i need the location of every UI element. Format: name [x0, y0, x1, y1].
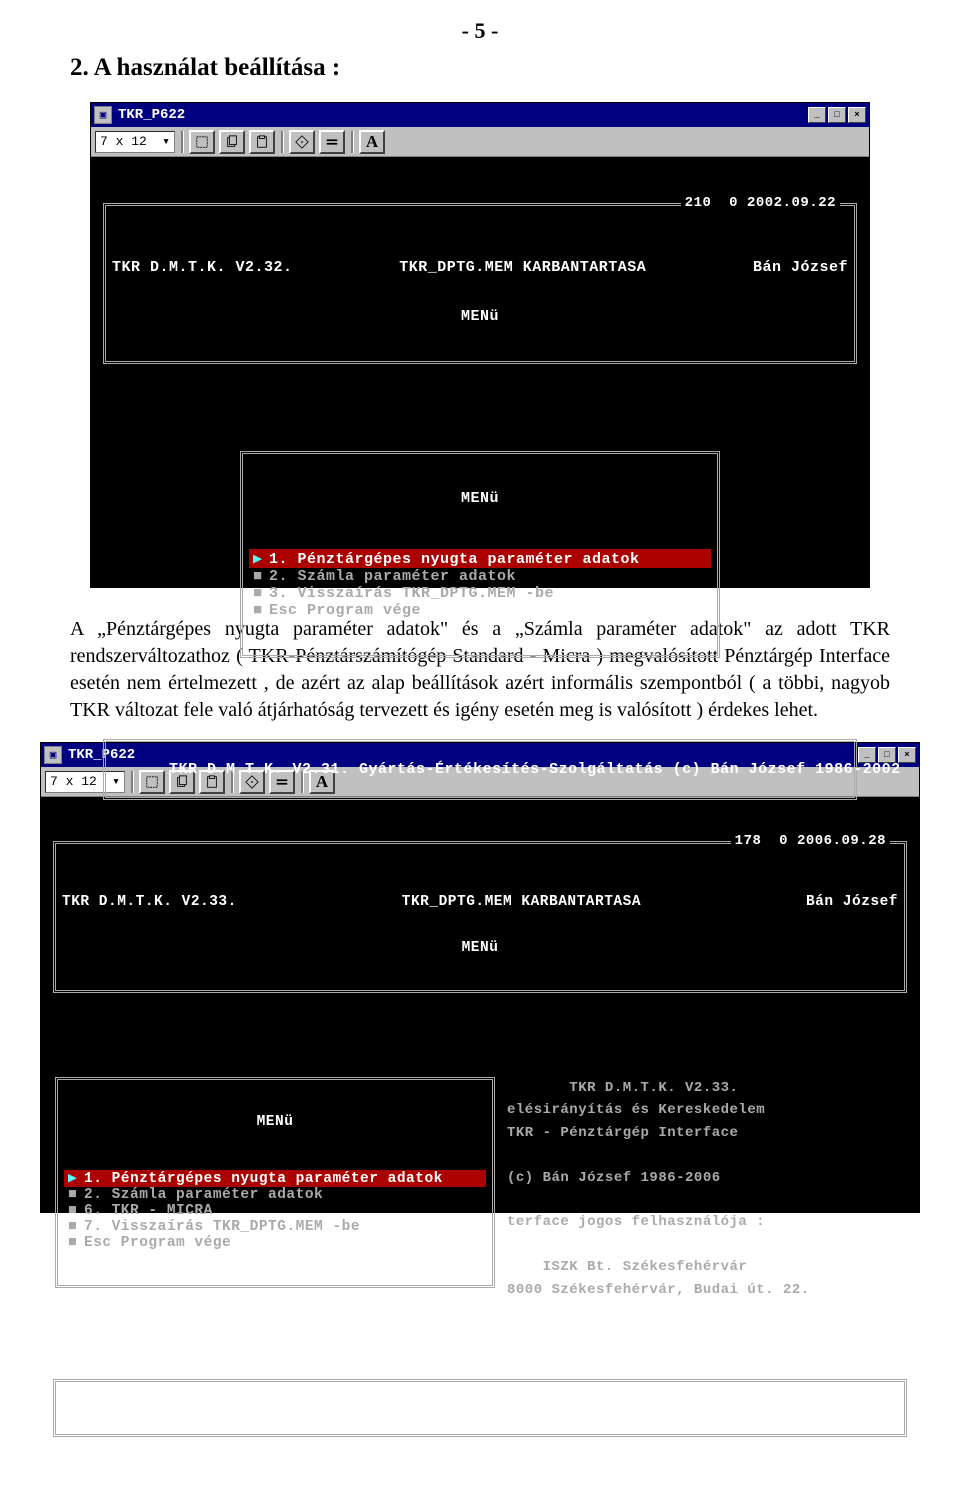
minimize-button[interactable]: _	[808, 107, 826, 123]
header-left-2: TKR D.M.T.K. V2.33.	[62, 894, 237, 910]
header-sub-2: MENü	[62, 940, 898, 956]
dos-window-2: ▣ TKR_P622 _ □ × 7 x 12▾ A 178 0 2006.09…	[40, 742, 920, 1213]
maximize-button[interactable]: □	[828, 107, 846, 123]
titlebar-1: ▣ TKR_P622 _ □ ×	[91, 103, 869, 127]
mark-button[interactable]	[189, 130, 215, 154]
toolbar-1: 7 x 12 ▾ A	[91, 127, 869, 157]
bullet-icon: ■	[253, 568, 269, 585]
header-right-2: Bán József	[806, 894, 898, 910]
menu-item[interactable]: ■Esc Program vége	[249, 602, 711, 619]
font-button[interactable]: A	[359, 130, 385, 154]
menu-title-1: MENü	[249, 490, 711, 511]
bullet-icon: ■	[68, 1235, 84, 1251]
menu-item-selected[interactable]: ▶1. Pénztárgépes nyugta paraméter adatok	[64, 1170, 486, 1187]
menu-item[interactable]: ■3. Visszaírás TKR_DPTG.MEM -be	[249, 585, 711, 602]
fullscreen-button[interactable]	[289, 130, 315, 154]
font-size-select[interactable]: 7 x 12 ▾	[95, 131, 175, 153]
footer-box-2: TKR D.M.T.K. V2.38. Gyártás-Értékesítés-…	[53, 1379, 907, 1437]
paste-button[interactable]	[249, 130, 275, 154]
footer-box-1: TKR D.M.T.K. V2.31. Gyártás-Értékesítés-…	[103, 739, 857, 800]
dos-window-1: ▣ TKR_P622 _ □ × 7 x 12 ▾ A 210 0 2002.09…	[90, 102, 870, 588]
window-title-1: TKR_P622	[118, 107, 806, 123]
header-left-1: TKR D.M.T.K. V2.32.	[112, 259, 293, 276]
menu-item[interactable]: ■Esc Program vége	[64, 1235, 486, 1251]
arrow-icon: ▶	[68, 1170, 84, 1187]
menu-item-selected[interactable]: ▶1. Pénztárgépes nyugta paraméter adatok	[249, 549, 711, 568]
dos-screen-1: 210 0 2002.09.22 TKR D.M.T.K. V2.32. TKR…	[91, 157, 869, 587]
font-button-label: A	[366, 132, 378, 152]
toolbar-separator	[351, 131, 353, 153]
menu-title-2: MENü	[64, 1114, 486, 1134]
header-box-2: 178 0 2006.09.28 TKR D.M.T.K. V2.33. TKR…	[53, 841, 907, 993]
toolbar-separator	[181, 131, 183, 153]
header-mid-1: TKR_DPTG.MEM KARBANTARTASA	[399, 259, 646, 276]
header-box-1: 210 0 2002.09.22 TKR D.M.T.K. V2.32. TKR…	[103, 203, 857, 364]
menu-box-1: MENü ▶1. Pénztárgépes nyugta paraméter a…	[240, 451, 720, 658]
close-button[interactable]: ×	[848, 107, 866, 123]
bullet-icon: ■	[68, 1203, 84, 1219]
bullet-icon: ■	[68, 1219, 84, 1235]
header-right-1: Bán József	[753, 259, 848, 276]
section-heading: 2. A használat beállítása :	[0, 54, 960, 96]
font-size-value: 7 x 12	[100, 134, 147, 149]
bullet-icon: ■	[68, 1187, 84, 1203]
copy-button[interactable]	[219, 130, 245, 154]
menu-item[interactable]: ■2. Számla paraméter adatok	[64, 1187, 486, 1203]
footer-text-1: TKR D.M.T.K. V2.31. Gyártás-Értékesítés-…	[169, 761, 901, 778]
dos-screen-2: 178 0 2006.09.28 TKR D.M.T.K. V2.33. TKR…	[41, 797, 919, 1212]
menu-item[interactable]: ■2. Számla paraméter adatok	[249, 568, 711, 585]
properties-button[interactable]	[319, 130, 345, 154]
footer-text-2: TKR D.M.T.K. V2.38. Gyártás-Értékesítés-…	[117, 1400, 826, 1416]
header-status-1: 210 0 2002.09.22	[681, 195, 840, 211]
page-number: - 5 -	[0, 0, 960, 54]
arrow-icon: ▶	[253, 549, 269, 568]
app-icon: ▣	[44, 746, 62, 764]
menu-box-2: MENü ▶1. Pénztárgépes nyugta paraméter a…	[55, 1077, 495, 1288]
side-info-panel: TKR D.M.T.K. V2.33. elésirányítás és Ker…	[507, 1077, 905, 1301]
header-mid-2: TKR_DPTG.MEM KARBANTARTASA	[402, 894, 641, 910]
header-sub-1: MENü	[112, 308, 848, 325]
chevron-down-icon: ▾	[162, 134, 170, 149]
bullet-icon: ■	[253, 585, 269, 602]
font-size-value: 7 x 12	[50, 774, 97, 789]
bullet-icon: ■	[253, 602, 269, 619]
toolbar-separator	[281, 131, 283, 153]
menu-item[interactable]: ■6. TKR - MICRA	[64, 1203, 486, 1219]
app-icon: ▣	[94, 106, 112, 124]
header-status-2: 178 0 2006.09.28	[731, 833, 890, 849]
menu-item[interactable]: ■7. Visszaírás TKR_DPTG.MEM -be	[64, 1219, 486, 1235]
